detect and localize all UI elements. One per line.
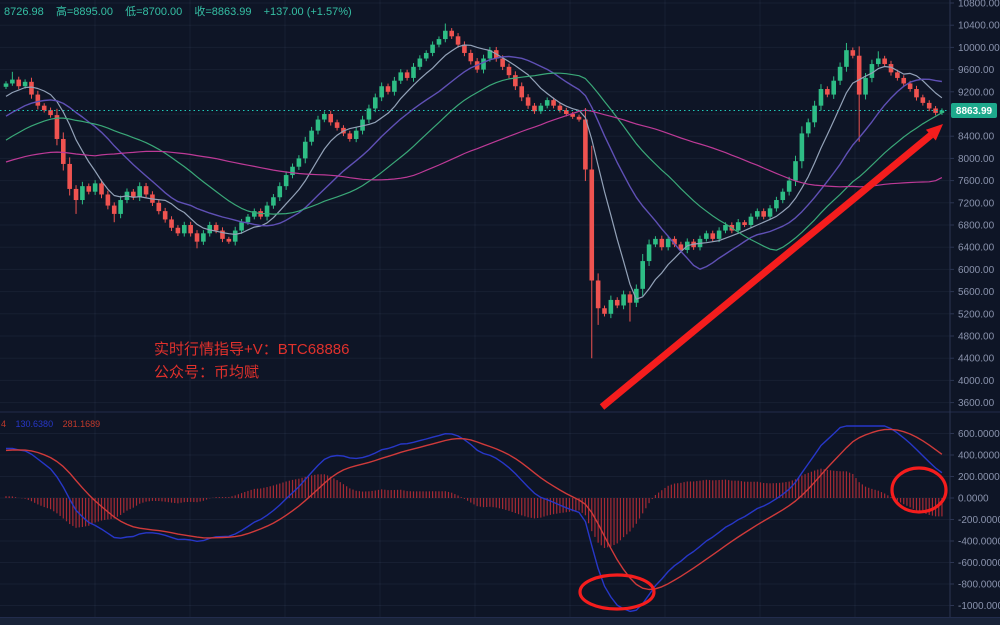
svg-text:10000.00: 10000.00 (958, 43, 1000, 54)
svg-text:-800.0000: -800.0000 (958, 580, 1000, 591)
svg-text:4400.00: 4400.00 (958, 354, 995, 365)
trend-arrow (599, 124, 943, 410)
svg-text:7200.00: 7200.00 (958, 198, 995, 209)
ohlc-readout: 8726.98 高=8895.00 低=8700.00 收=8863.99 +1… (4, 3, 361, 19)
macd-readout-fragment: 4 (1, 419, 7, 429)
svg-text:7600.00: 7600.00 (958, 176, 995, 187)
svg-text:10400.00: 10400.00 (958, 21, 1000, 32)
macd-lines (5, 425, 943, 613)
promo-text-line1: 实时行情指导+V：BTC68886 (154, 341, 350, 358)
candles-layer (3, 23, 945, 359)
svg-text:3600.00: 3600.00 (958, 398, 995, 409)
svg-text:-1000.0000: -1000.0000 (958, 601, 1000, 612)
macd-dea-value: 281.1689 (62, 419, 101, 429)
close-value: 收=8863.99 (194, 6, 252, 18)
macd-axis[interactable]: 600.0000 400.0000 200.0000 0.0000 -200.0000 -… (950, 429, 1000, 612)
svg-text:9200.00: 9200.00 (958, 87, 995, 98)
svg-text:600.0000: 600.0000 (958, 429, 1000, 440)
ma-lines-layer (5, 44, 943, 300)
svg-text:10800.00: 10800.00 (958, 0, 1000, 10)
svg-text:200.0000: 200.0000 (958, 472, 1000, 483)
svg-text:-200.0000: -200.0000 (958, 515, 1000, 526)
svg-text:5200.00: 5200.00 (958, 309, 995, 320)
grid-layer (0, 0, 950, 617)
svg-text:6800.00: 6800.00 (958, 221, 995, 232)
svg-text:8000.00: 8000.00 (958, 154, 995, 165)
highlight-ellipses (578, 466, 948, 611)
svg-text:400.0000: 400.0000 (958, 451, 1000, 462)
price-axis[interactable]: 10800.00 10400.00 10000.00 9600.00 9200.00 88… (949, 0, 1000, 617)
high-value: 高=8895.00 (55, 6, 114, 18)
open-value: 8726.98 (4, 6, 44, 18)
svg-text:6000.00: 6000.00 (958, 265, 995, 276)
svg-text:-600.0000: -600.0000 (958, 558, 1000, 569)
svg-text:-400.0000: -400.0000 (958, 537, 1000, 548)
promo-text-line2: 公众号：币均赋 (154, 364, 260, 381)
low-value: 低=8700.00 (125, 6, 183, 18)
macd-dif-value: 130.6380 (15, 419, 54, 429)
change-value: +137.00 (+1.57%) (263, 6, 352, 18)
macd-histogram (5, 468, 943, 548)
svg-text:4800.00: 4800.00 (958, 332, 995, 343)
current-price-badge: 8863.99 (951, 102, 997, 118)
svg-text:0.0000: 0.0000 (958, 494, 989, 505)
svg-text:9600.00: 9600.00 (958, 65, 995, 76)
svg-text:8400.00: 8400.00 (958, 132, 995, 143)
svg-text:8863.99: 8863.99 (956, 106, 993, 117)
macd-readout: 4 130.6380 281.1689 (1, 419, 100, 429)
svg-text:6400.00: 6400.00 (958, 243, 995, 254)
svg-text:4000.00: 4000.00 (958, 376, 995, 387)
svg-text:5600.00: 5600.00 (958, 287, 995, 298)
bottom-bar (0, 617, 1000, 625)
